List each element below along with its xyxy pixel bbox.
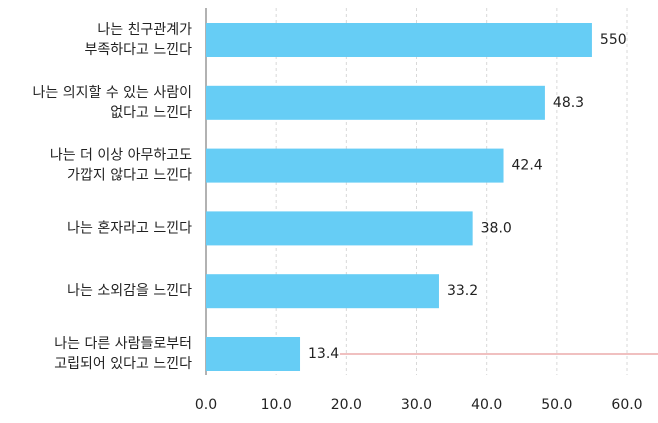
category-label: 나는 혼자라고 느낀다 xyxy=(67,220,192,236)
category-label: 부족하다고 느낀다 xyxy=(85,42,193,58)
bar xyxy=(206,211,473,246)
category-label: 나는 친구관계가 xyxy=(97,22,192,38)
category-label: 없다고 느낀다 xyxy=(110,105,192,121)
category-label: 나는 다른 사람들로부터 xyxy=(54,336,192,352)
x-tick-label: 20.0 xyxy=(331,397,362,413)
x-tick-label: 0.0 xyxy=(195,397,217,413)
x-tick-label: 60.0 xyxy=(611,397,642,413)
bar xyxy=(206,337,301,371)
value-label: 550 xyxy=(600,32,627,48)
category-label: 나는 더 이상 아무하고도 xyxy=(50,148,192,164)
category-label: 나는 의지할 수 있는 사람이 xyxy=(33,85,192,101)
value-label: 38.0 xyxy=(481,220,512,236)
x-tick-label: 10.0 xyxy=(261,397,292,413)
category-label: 고립되어 있다고 느낀다 xyxy=(54,356,192,372)
value-label: 33.2 xyxy=(447,283,478,299)
x-tick-label: 50.0 xyxy=(541,397,572,413)
x-tick-label: 30.0 xyxy=(401,397,432,413)
bar xyxy=(206,274,439,309)
category-label: 가깝지 않다고 느낀다 xyxy=(67,168,192,184)
x-tick-label: 40.0 xyxy=(471,397,502,413)
bar xyxy=(206,85,545,120)
category-label: 나는 소외감을 느낀다 xyxy=(67,283,192,299)
value-label: 13.4 xyxy=(308,346,339,362)
value-label: 42.4 xyxy=(512,158,543,174)
bar xyxy=(206,23,592,57)
bar xyxy=(206,148,504,183)
value-label: 48.3 xyxy=(553,95,584,111)
